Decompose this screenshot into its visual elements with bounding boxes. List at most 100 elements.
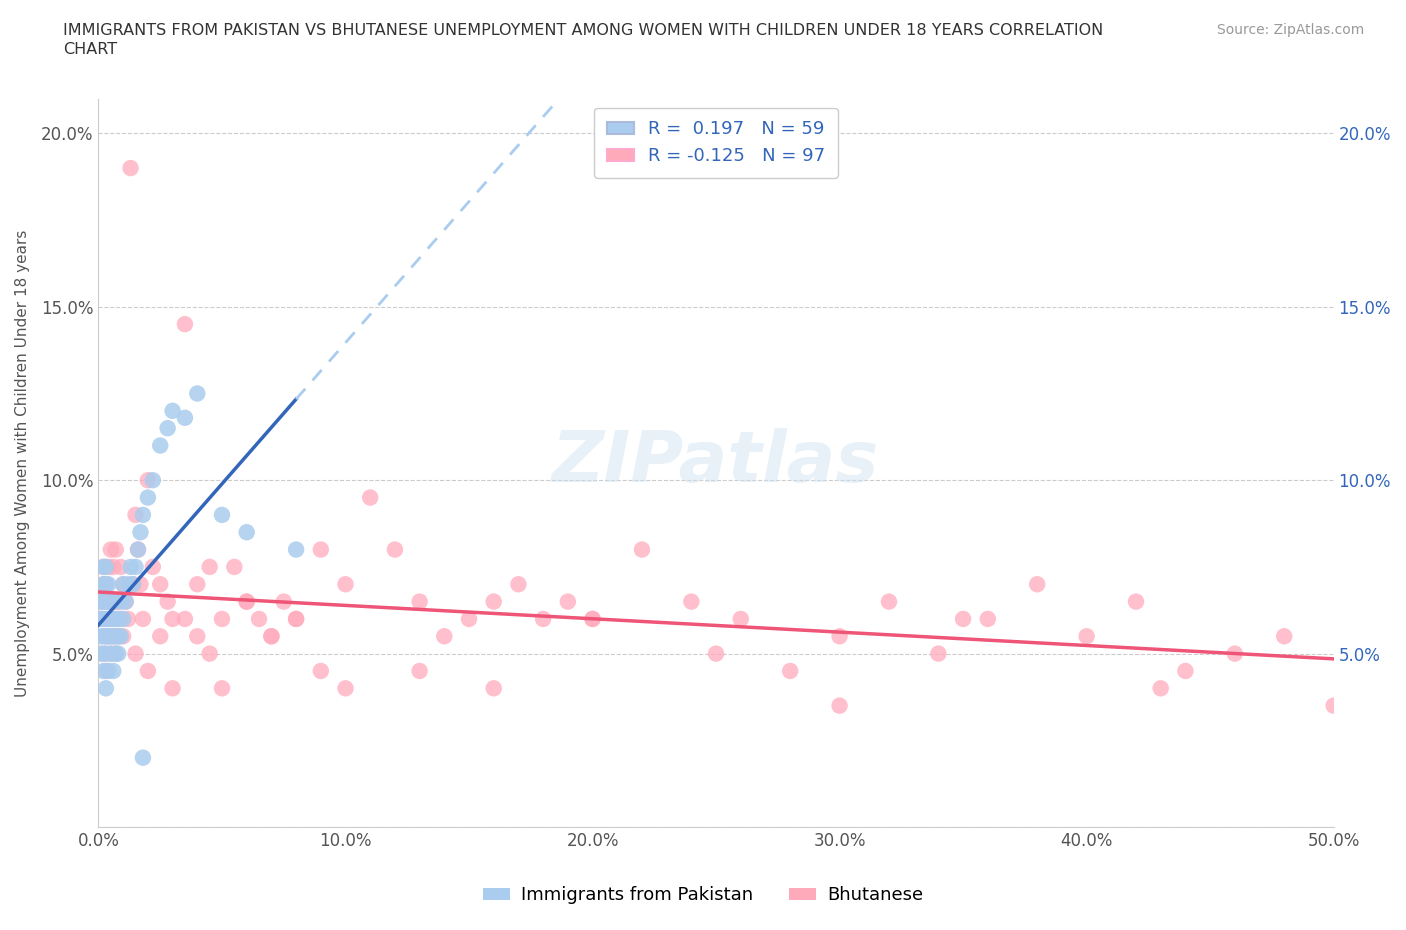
Point — [557, 594, 579, 609]
Point — [100, 612, 122, 627]
Point — [104, 646, 127, 661]
Point — [114, 594, 136, 609]
Point — [107, 629, 129, 644]
Point — [103, 560, 125, 575]
Point — [112, 612, 135, 627]
Point — [100, 646, 122, 661]
Point — [97, 577, 120, 591]
Point — [90, 629, 112, 644]
Point — [90, 646, 112, 661]
Text: CHART: CHART — [63, 42, 117, 57]
Point — [359, 490, 381, 505]
Point — [927, 646, 949, 661]
Point — [162, 612, 184, 627]
Point — [433, 629, 456, 644]
Point — [94, 646, 117, 661]
Point — [408, 663, 430, 678]
Point — [149, 629, 172, 644]
Point — [93, 594, 115, 609]
Point — [90, 612, 112, 627]
Point — [97, 560, 120, 575]
Point — [779, 663, 801, 678]
Point — [90, 594, 112, 609]
Point — [93, 577, 115, 591]
Point — [247, 612, 270, 627]
Point — [93, 560, 115, 575]
Point — [100, 542, 122, 557]
Point — [309, 663, 332, 678]
Point — [100, 612, 122, 627]
Point — [198, 646, 221, 661]
Point — [162, 681, 184, 696]
Point — [100, 646, 122, 661]
Point — [1125, 594, 1147, 609]
Point — [730, 612, 752, 627]
Point — [335, 681, 357, 696]
Point — [94, 594, 117, 609]
Point — [112, 577, 135, 591]
Point — [93, 612, 115, 627]
Point — [235, 594, 257, 609]
Point — [260, 629, 283, 644]
Point — [94, 663, 117, 678]
Point — [100, 594, 122, 609]
Point — [156, 594, 179, 609]
Point — [124, 508, 146, 523]
Point — [877, 594, 900, 609]
Point — [211, 508, 233, 523]
Point — [112, 629, 135, 644]
Point — [174, 612, 197, 627]
Point — [104, 594, 127, 609]
Point — [136, 490, 159, 505]
Point — [117, 612, 139, 627]
Point — [107, 629, 129, 644]
Legend: R =  0.197   N = 59, R = -0.125   N = 97: R = 0.197 N = 59, R = -0.125 N = 97 — [595, 108, 838, 178]
Point — [93, 560, 115, 575]
Point — [1223, 646, 1246, 661]
Point — [260, 629, 283, 644]
Point — [704, 646, 727, 661]
Point — [110, 560, 132, 575]
Text: Source: ZipAtlas.com: Source: ZipAtlas.com — [1216, 23, 1364, 37]
Point — [1076, 629, 1098, 644]
Point — [482, 681, 505, 696]
Point — [103, 594, 125, 609]
Point — [335, 577, 357, 591]
Point — [90, 612, 112, 627]
Point — [97, 663, 120, 678]
Point — [94, 612, 117, 627]
Text: IMMIGRANTS FROM PAKISTAN VS BHUTANESE UNEMPLOYMENT AMONG WOMEN WITH CHILDREN UND: IMMIGRANTS FROM PAKISTAN VS BHUTANESE UN… — [63, 23, 1104, 38]
Point — [104, 542, 127, 557]
Point — [186, 577, 208, 591]
Point — [384, 542, 406, 557]
Y-axis label: Unemployment Among Women with Children Under 18 years: Unemployment Among Women with Children U… — [15, 229, 30, 697]
Point — [132, 508, 155, 523]
Point — [224, 560, 246, 575]
Point — [94, 681, 117, 696]
Point — [97, 612, 120, 627]
Point — [186, 386, 208, 401]
Point — [103, 629, 125, 644]
Point — [129, 577, 152, 591]
Point — [97, 629, 120, 644]
Point — [120, 161, 142, 176]
Point — [103, 629, 125, 644]
Point — [142, 560, 165, 575]
Point — [458, 612, 481, 627]
Point — [127, 542, 149, 557]
Point — [977, 612, 1000, 627]
Point — [114, 594, 136, 609]
Point — [631, 542, 654, 557]
Point — [581, 612, 603, 627]
Point — [174, 410, 197, 425]
Point — [828, 698, 851, 713]
Point — [94, 577, 117, 591]
Point — [285, 612, 308, 627]
Point — [1323, 698, 1346, 713]
Point — [117, 577, 139, 591]
Point — [508, 577, 530, 591]
Legend: Immigrants from Pakistan, Bhutanese: Immigrants from Pakistan, Bhutanese — [475, 879, 931, 911]
Text: ZIPatlas: ZIPatlas — [553, 429, 880, 498]
Point — [124, 560, 146, 575]
Point — [136, 663, 159, 678]
